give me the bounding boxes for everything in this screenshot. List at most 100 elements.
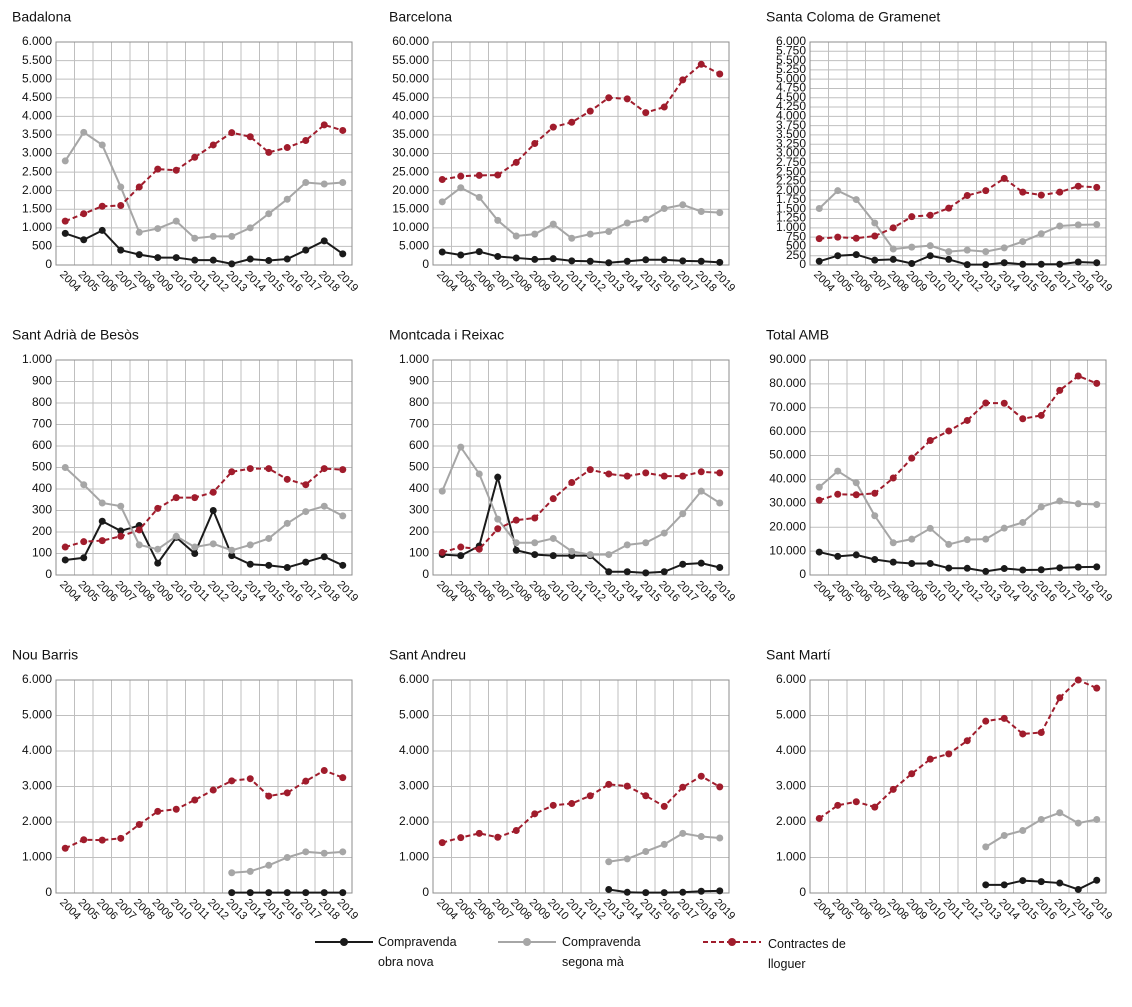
data-point	[172, 532, 180, 540]
y-tick-label: 40.000	[769, 472, 806, 486]
data-point	[154, 254, 162, 262]
data-point	[963, 564, 971, 572]
y-tick-label: 60.000	[769, 424, 806, 438]
data-point	[135, 228, 143, 236]
legend-marker	[728, 938, 736, 946]
data-point	[1093, 684, 1101, 692]
data-point	[1093, 259, 1101, 267]
data-point	[80, 128, 88, 136]
data-point	[438, 176, 446, 184]
data-point	[716, 70, 724, 78]
y-tick-label: 0	[422, 885, 429, 899]
y-tick-label: 600	[32, 438, 52, 452]
y-tick-label: 1.000	[22, 220, 52, 234]
y-tick-label: 10.000	[392, 220, 429, 234]
y-tick-label: 500	[32, 460, 52, 474]
plot-frame	[809, 679, 1107, 894]
data-point	[172, 254, 180, 262]
y-tick-label: 20.000	[392, 183, 429, 197]
data-point	[660, 205, 668, 213]
data-point	[605, 858, 613, 866]
y-tick-label: 30.000	[769, 496, 806, 510]
y-tick-label: 750	[786, 229, 806, 243]
data-point	[605, 470, 613, 478]
data-point	[61, 543, 69, 551]
data-point	[246, 224, 254, 232]
y-tick-label: 35.000	[392, 127, 429, 141]
data-point	[716, 499, 724, 507]
data-point	[512, 827, 520, 835]
data-point	[61, 217, 69, 225]
y-tick-label: 5.500	[22, 53, 52, 67]
data-point	[889, 224, 897, 232]
data-point	[642, 889, 650, 897]
data-point	[494, 833, 502, 841]
data-point	[191, 796, 199, 804]
data-point	[586, 257, 594, 265]
series-line	[818, 374, 1098, 502]
data-point	[61, 464, 69, 471]
data-point	[320, 121, 328, 129]
data-point	[982, 717, 990, 725]
data-point	[457, 172, 465, 180]
series-line	[818, 469, 1097, 546]
data-point	[438, 548, 446, 556]
y-tick-label: 0	[799, 257, 806, 271]
y-tick-label: 10.000	[769, 543, 806, 557]
data-point	[61, 844, 69, 852]
data-point	[339, 561, 347, 569]
data-point	[679, 257, 687, 265]
data-point	[265, 861, 273, 869]
data-point	[679, 888, 687, 896]
y-tick-label: 15.000	[392, 201, 429, 215]
data-point	[98, 202, 106, 210]
data-point	[512, 516, 520, 524]
y-tick-label: 4.500	[776, 90, 806, 104]
y-tick-label: 2.000	[776, 183, 806, 197]
y-tick-label: 250	[786, 248, 806, 262]
data-point	[660, 472, 668, 480]
data-point	[815, 548, 823, 556]
data-point	[549, 495, 557, 503]
data-point	[963, 737, 971, 745]
chart-title: Badalona	[12, 9, 71, 25]
data-point	[283, 144, 291, 152]
data-point	[834, 233, 842, 241]
data-point	[908, 243, 916, 251]
chart-title: Nou Barris	[12, 647, 78, 663]
data-point	[908, 770, 916, 778]
data-point	[494, 515, 502, 523]
data-point	[660, 889, 668, 897]
data-point	[209, 256, 217, 264]
data-point	[852, 479, 860, 487]
data-point	[908, 454, 916, 462]
data-point	[302, 558, 310, 566]
data-point	[531, 139, 539, 147]
data-point	[1074, 500, 1082, 508]
data-point	[889, 245, 897, 253]
data-point	[61, 229, 69, 237]
data-point	[61, 157, 69, 165]
data-point	[246, 775, 254, 783]
data-point	[283, 255, 291, 263]
y-tick-label: 45.000	[392, 90, 429, 104]
y-tick-label: 25.000	[392, 164, 429, 178]
y-tick-label: 300	[32, 503, 52, 517]
data-point	[1019, 730, 1027, 738]
data-point	[623, 541, 631, 549]
data-point	[283, 195, 291, 203]
y-tick-label: 500	[786, 239, 806, 253]
data-point	[1037, 729, 1045, 737]
data-point	[945, 750, 953, 758]
y-tick-label: 6.000	[399, 672, 429, 686]
data-point	[320, 502, 328, 510]
data-point	[1074, 221, 1082, 229]
data-point	[889, 785, 897, 793]
data-point	[926, 211, 934, 219]
data-point	[228, 869, 236, 877]
data-point	[302, 246, 310, 254]
data-point	[623, 257, 631, 265]
data-point	[586, 466, 594, 474]
data-point	[339, 889, 347, 897]
data-point	[1000, 831, 1008, 839]
